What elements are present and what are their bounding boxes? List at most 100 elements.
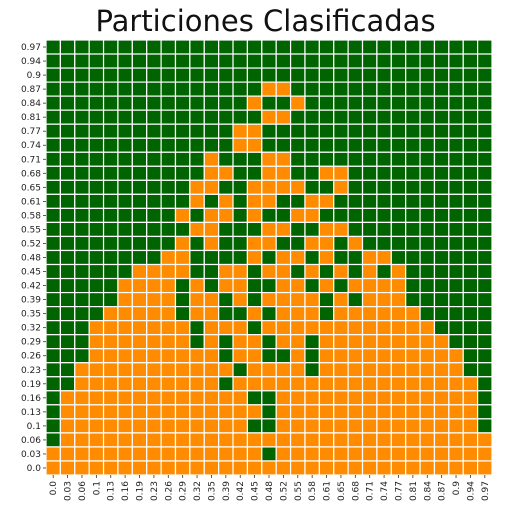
heatmap-cell: [102, 235, 119, 252]
heatmap-cell: [232, 165, 249, 181]
heatmap-cell: [261, 53, 277, 69]
heatmap-cell: [218, 137, 234, 153]
heatmap-cell: [275, 348, 292, 364]
heatmap-cell: [347, 95, 364, 111]
heatmap-cell: [390, 137, 407, 153]
heatmap-cell: [160, 123, 177, 139]
heatmap-cell: [433, 291, 450, 308]
heatmap-cell: [477, 249, 493, 266]
heatmap-cell: [333, 235, 349, 252]
heatmap-cell: [390, 67, 407, 83]
heatmap-cell: [117, 207, 133, 224]
heatmap-cell: [477, 376, 493, 392]
heatmap-cell: [174, 179, 191, 195]
y-tick-label: 0.74: [21, 141, 41, 151]
heatmap-cell: [275, 446, 292, 462]
heatmap-cell: [289, 39, 306, 55]
heatmap-cell: [102, 39, 119, 55]
heatmap-cell: [131, 263, 148, 280]
heatmap-cell: [88, 95, 105, 111]
heatmap-cell: [102, 137, 119, 153]
heatmap-cell: [390, 207, 407, 224]
heatmap-cell: [275, 320, 292, 336]
heatmap-cell: [59, 95, 76, 111]
heatmap-cell: [88, 376, 105, 392]
heatmap-cell: [74, 67, 90, 83]
heatmap-cell: [189, 179, 205, 195]
heatmap-cell: [318, 95, 335, 111]
heatmap-cell: [419, 306, 436, 322]
y-tick-label: 0.13: [21, 408, 41, 418]
heatmap-cell: [146, 263, 162, 280]
heatmap-cell: [318, 362, 335, 378]
heatmap-cell: [45, 306, 61, 322]
heatmap-cell: [289, 446, 306, 462]
heatmap-cell: [203, 348, 220, 364]
heatmap-cell: [289, 179, 306, 195]
heatmap-cell: [218, 390, 234, 406]
heatmap-cell: [160, 137, 177, 153]
heatmap-cell: [419, 277, 436, 294]
heatmap-cell: [189, 432, 205, 448]
x-tick-label: 0.77: [394, 481, 404, 501]
heatmap-cell: [477, 137, 493, 153]
heatmap-cell: [117, 137, 133, 153]
heatmap-cell: [347, 376, 364, 392]
chart-title: Particiones Clasificadas: [95, 4, 436, 38]
heatmap-cell: [289, 193, 306, 209]
heatmap-cell: [246, 137, 263, 153]
x-tick-label: 0.32: [193, 481, 203, 501]
heatmap-cell: [131, 460, 148, 476]
heatmap-cell: [246, 432, 263, 448]
heatmap-cell: [333, 67, 349, 83]
heatmap-cell: [131, 207, 148, 224]
heatmap-cell: [448, 404, 464, 420]
heatmap-cell: [318, 418, 335, 434]
heatmap-cell: [146, 109, 162, 125]
heatmap-cell: [477, 151, 493, 167]
x-tick-label: 0.19: [136, 481, 146, 501]
heatmap-cell: [88, 460, 105, 476]
heatmap-cell: [333, 249, 349, 266]
heatmap-cell: [433, 221, 450, 238]
heatmap-cell: [333, 460, 349, 476]
heatmap-cell: [160, 291, 177, 308]
heatmap-cell: [419, 179, 436, 195]
heatmap-cell: [88, 67, 105, 83]
x-tick-label: 0.29: [179, 481, 189, 501]
heatmap-cell: [390, 432, 407, 448]
heatmap-cell: [45, 432, 61, 448]
y-tick-label: 0.32: [21, 324, 41, 334]
heatmap-cell: [246, 221, 263, 238]
heatmap-cell: [347, 263, 364, 280]
heatmap-cell: [289, 137, 306, 153]
heatmap-cell: [146, 165, 162, 181]
heatmap-cell: [102, 362, 119, 378]
heatmap-cell: [246, 249, 263, 266]
heatmap-cell: [405, 432, 421, 448]
heatmap-cell: [304, 39, 320, 55]
y-tick-labels: 0.97 0.94 0.9 0.87 0.84 0.81 0.77 0.74 0.71 0.68 0…: [21, 43, 46, 474]
heatmap-cell: [232, 151, 249, 167]
heatmap-cell: [376, 67, 392, 83]
heatmap-cell: [405, 291, 421, 308]
heatmap-cell: [117, 390, 133, 406]
heatmap-cell: [146, 249, 162, 266]
heatmap-cell: [318, 432, 335, 448]
heatmap-cell: [174, 446, 191, 462]
heatmap-cell: [261, 81, 277, 97]
heatmap-cell: [477, 67, 493, 83]
heatmap-cell: [232, 334, 249, 350]
heatmap-cell: [261, 39, 277, 55]
heatmap-cell: [131, 81, 148, 97]
heatmap-cell: [419, 263, 436, 280]
heatmap-cell: [45, 81, 61, 97]
heatmap-cell: [189, 109, 205, 125]
heatmap-cell: [218, 334, 234, 350]
heatmap-cell: [347, 320, 364, 336]
heatmap-cell: [376, 306, 392, 322]
heatmap-cell: [376, 95, 392, 111]
heatmap-cell: [390, 334, 407, 350]
y-tick-label: 0.97: [21, 43, 41, 53]
heatmap-cell: [59, 263, 76, 280]
